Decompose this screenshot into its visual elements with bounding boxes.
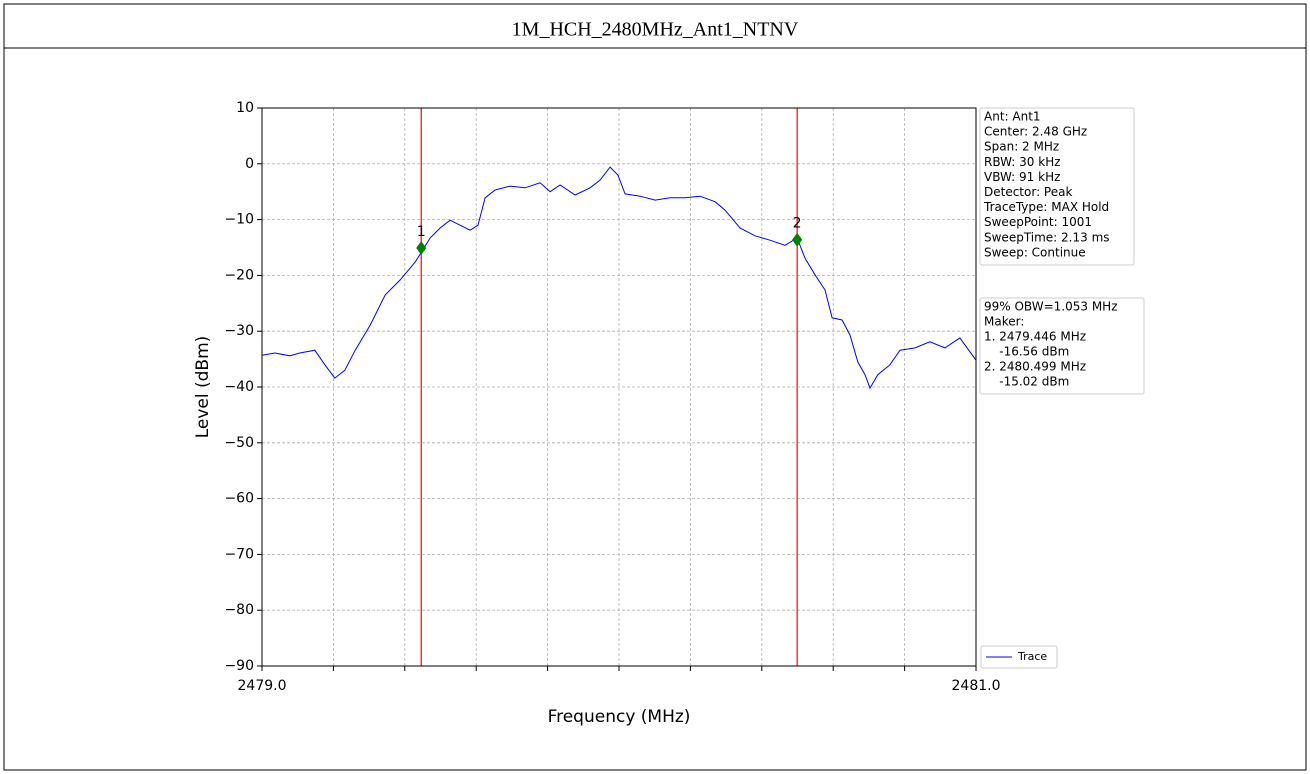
info-line: 99% OBW=1.053 MHz (984, 300, 1118, 314)
legend-label: Trace (1017, 650, 1047, 663)
info-line: SweepTime: 2.13 ms (984, 230, 1110, 244)
info-line: RBW: 30 kHz (984, 155, 1061, 169)
info-line: Sweep: Continue (984, 245, 1086, 259)
info-line: SweepPoint: 1001 (984, 215, 1092, 229)
y-tick-label: 0 (245, 156, 254, 172)
info-line: TraceType: MAX Hold (983, 200, 1109, 214)
marker-label: 1 (417, 224, 426, 240)
info-line: Ant: Ant1 (984, 110, 1041, 124)
info-line: Maker: (984, 315, 1024, 329)
y-tick-label: −80 (224, 602, 254, 618)
info-line: 1. 2479.446 MHz (984, 330, 1086, 344)
legend-box (980, 645, 1058, 669)
y-tick-label: −60 (224, 491, 254, 507)
y-tick-label: −10 (224, 212, 254, 228)
x-tick-label: 2479.0 (238, 678, 287, 694)
y-tick-label: −30 (224, 323, 254, 339)
y-tick-label: −50 (224, 435, 254, 451)
info-line: 2. 2480.499 MHz (984, 360, 1086, 374)
chart-title: 1M_HCH_2480MHz_Ant1_NTNV (512, 19, 799, 41)
y-tick-label: −90 (224, 658, 254, 674)
y-tick-label: −40 (224, 379, 254, 395)
info-line: VBW: 91 kHz (984, 170, 1060, 184)
info-line: -15.02 dBm (984, 375, 1069, 389)
plot-frame (261, 107, 977, 667)
frame (3, 3, 1307, 771)
y-tick-label: 10 (236, 100, 254, 116)
info-box (979, 107, 1135, 266)
marker-label: 2 (793, 216, 802, 232)
y-tick-label: −70 (224, 546, 254, 562)
x-tick-label: 2481.0 (952, 678, 1001, 694)
y-axis-label: Level (dBm) (193, 336, 213, 439)
info-line: -16.56 dBm (984, 345, 1069, 359)
trace-line (261, 166, 977, 390)
info-line: Span: 2 MHz (984, 140, 1059, 154)
info-line: Center: 2.48 GHz (984, 125, 1087, 139)
marker (792, 232, 803, 247)
x-axis-label: Frequency (MHz) (548, 707, 691, 727)
info-box (979, 297, 1145, 395)
info-line: Detector: Peak (984, 185, 1072, 199)
marker (416, 241, 427, 256)
y-tick-label: −20 (224, 267, 254, 283)
